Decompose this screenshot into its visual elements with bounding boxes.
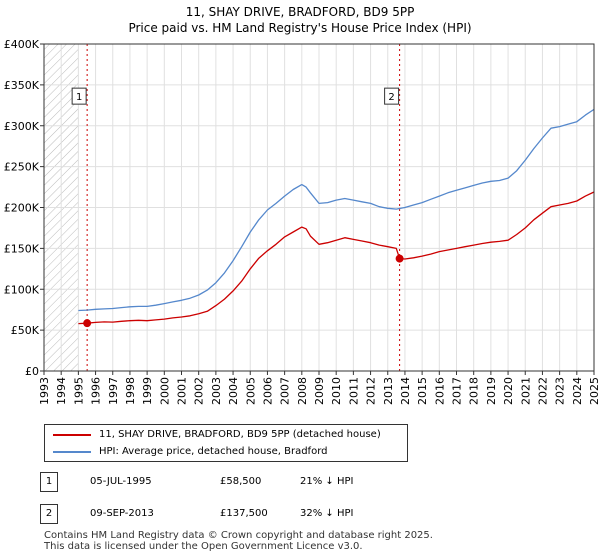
x-tick-label: 2005 xyxy=(244,377,257,405)
y-tick-label: £400K xyxy=(4,38,40,51)
y-tick-label: £300K xyxy=(4,120,40,133)
x-tick-label: 2020 xyxy=(502,377,515,405)
sale-marker-label: 1 xyxy=(76,92,82,103)
footer-line-copyright: Contains HM Land Registry data © Crown c… xyxy=(44,530,433,541)
chart-title: 11, SHAY DRIVE, BRADFORD, BD9 5PP xyxy=(185,5,415,19)
y-tick-label: £50K xyxy=(11,324,40,337)
y-tick-label: £250K xyxy=(4,161,40,174)
footer-line-licence: This data is licensed under the Open Gov… xyxy=(44,541,363,552)
legend-swatch-hpi xyxy=(53,451,91,453)
x-tick-label: 2000 xyxy=(158,377,171,405)
sale-row: 2 09-SEP-2013 £137,500 32% ↓ HPI xyxy=(40,504,540,524)
x-tick-label: 2023 xyxy=(554,377,567,405)
x-tick-label: 1997 xyxy=(107,377,120,405)
x-tick-label: 2012 xyxy=(365,377,378,405)
x-tick-label: 1995 xyxy=(72,377,85,405)
sale-number-badge: 2 xyxy=(40,504,58,524)
footer-attribution: Contains HM Land Registry data © Crown c… xyxy=(44,530,433,552)
y-tick-label: £350K xyxy=(4,79,40,92)
x-tick-label: 2006 xyxy=(261,377,274,405)
y-tick-label: £150K xyxy=(4,242,40,255)
y-tick-label: £200K xyxy=(4,202,40,215)
x-tick-label: 2003 xyxy=(210,377,223,405)
x-tick-label: 2009 xyxy=(313,377,326,405)
x-tick-label: 2016 xyxy=(433,377,446,405)
series-line-property xyxy=(78,191,594,325)
sale-row: 1 05-JUL-1995 £58,500 21% ↓ HPI xyxy=(40,472,540,492)
x-tick-label: 2007 xyxy=(279,377,292,405)
sale-date: 09-SEP-2013 xyxy=(90,508,154,519)
sale-date: 05-JUL-1995 xyxy=(90,476,152,487)
x-tick-label: 2017 xyxy=(451,377,464,405)
x-tick-label: 2022 xyxy=(536,377,549,405)
x-tick-label: 2001 xyxy=(176,377,189,405)
x-tick-label: 2018 xyxy=(468,377,481,405)
x-tick-label: 2014 xyxy=(399,377,412,405)
legend-label-hpi: HPI: Average price, detached house, Brad… xyxy=(99,446,328,457)
x-tick-label: 1994 xyxy=(55,377,68,405)
x-tick-label: 2021 xyxy=(519,377,532,405)
x-tick-label: 2008 xyxy=(296,377,309,405)
legend-swatch-property xyxy=(53,434,91,436)
x-tick-label: 2002 xyxy=(193,377,206,405)
sale-marker-badge xyxy=(71,87,87,105)
sale-marker-label: 2 xyxy=(388,92,394,103)
sale-point xyxy=(83,319,92,328)
x-tick-label: 1998 xyxy=(124,377,137,405)
sale-number-badge: 1 xyxy=(40,472,58,492)
x-tick-label: 1999 xyxy=(141,377,154,405)
x-tick-label: 2025 xyxy=(588,377,600,405)
x-tick-label: 2019 xyxy=(485,377,498,405)
x-tick-label: 1993 xyxy=(38,377,51,405)
y-tick-label: £0 xyxy=(25,365,39,378)
x-tick-label: 2024 xyxy=(571,377,584,405)
sale-hpi-diff: 32% ↓ HPI xyxy=(300,508,354,519)
plot-frame xyxy=(43,43,595,372)
y-tick-label: £100K xyxy=(4,283,40,296)
chart-title-block: 11, SHAY DRIVE, BRADFORD, BD9 5PP Price … xyxy=(0,4,600,36)
sale-marker-badge xyxy=(384,87,400,105)
x-tick-label: 2011 xyxy=(347,377,360,405)
x-tick-label: 2010 xyxy=(330,377,343,405)
series-line-hpi xyxy=(78,108,594,312)
sale-hpi-diff: 21% ↓ HPI xyxy=(300,476,354,487)
x-tick-label: 2015 xyxy=(416,377,429,405)
x-tick-label: 2013 xyxy=(382,377,395,405)
legend-label-property: 11, SHAY DRIVE, BRADFORD, BD9 5PP (detac… xyxy=(99,429,381,440)
chart-subtitle: Price paid vs. HM Land Registry's House … xyxy=(128,21,472,35)
chart-plot: 1 2 £0 £50K £100K £150K £200K £250K £300K £350K £… xyxy=(4,38,600,405)
legend: 11, SHAY DRIVE, BRADFORD, BD9 5PP (detac… xyxy=(44,424,408,462)
x-tick-label: 2004 xyxy=(227,377,240,405)
x-tick-label: 1996 xyxy=(90,377,103,405)
sale-point xyxy=(395,254,404,263)
sale-price: £137,500 xyxy=(220,508,268,519)
sale-price: £58,500 xyxy=(220,476,262,487)
